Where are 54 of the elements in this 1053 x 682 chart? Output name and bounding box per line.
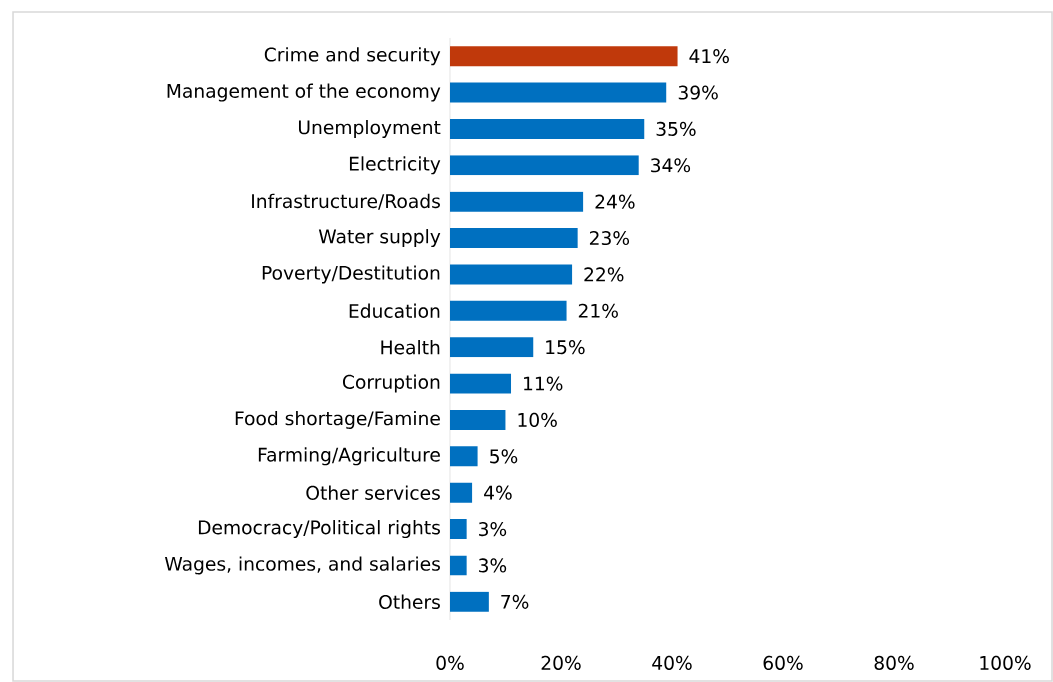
bar [450, 264, 573, 285]
bar [450, 155, 639, 176]
bar [450, 409, 506, 430]
y-tick-label: Food shortage/Famine [235, 410, 440, 429]
data-label: 10% [518, 412, 557, 427]
x-tick-label: 80% [874, 655, 914, 670]
y-tick-label: Management of the economy [167, 83, 441, 102]
data-label: 5% [490, 449, 518, 464]
data-label: 22% [584, 267, 624, 282]
y-tick-label: Infrastructure/Roads [252, 193, 440, 210]
y-tick-label: Other services [306, 485, 440, 500]
bar [450, 82, 667, 103]
y-tick-label: Health [381, 339, 440, 355]
bar [450, 373, 512, 394]
data-label: 21% [578, 303, 618, 318]
bar [450, 46, 678, 67]
data-label: 35% [656, 121, 696, 136]
bar [450, 118, 645, 139]
data-label: 4% [484, 485, 512, 500]
bar [450, 191, 584, 212]
y-tick-label: Wages, incomes, and salaries [164, 556, 440, 575]
y-tick-label: Poverty/Destitution [262, 265, 440, 284]
x-tick-label: 60% [763, 655, 803, 670]
x-tick-label: 100% [980, 655, 1031, 670]
x-tick-label: 0% [436, 655, 464, 670]
data-label: 24% [595, 194, 635, 209]
bar [450, 228, 578, 249]
data-label: 39% [678, 85, 718, 100]
x-tick-label: 20% [541, 655, 581, 670]
y-tick-label: Corruption [342, 374, 440, 393]
data-label: 41% [689, 49, 729, 64]
data-label: 34% [651, 158, 691, 173]
bar [450, 300, 567, 321]
data-label: 15% [546, 340, 585, 355]
y-tick-label: Education [349, 303, 440, 319]
y-tick-label: Crime and security [264, 47, 441, 66]
bar [450, 519, 467, 540]
bar [450, 591, 489, 612]
data-label: 11% [524, 376, 563, 391]
y-tick-label: Others [379, 594, 440, 610]
bar [450, 337, 534, 358]
data-label: 3% [479, 558, 507, 573]
data-label: 3% [479, 521, 507, 537]
y-tick-label: Democracy/Political rights [198, 520, 440, 539]
y-tick-label: Unemployment [298, 119, 441, 138]
bar [450, 446, 478, 467]
bar [450, 555, 467, 576]
y-tick-label: Electricity [349, 156, 441, 175]
data-label: 23% [589, 230, 630, 246]
y-tick-label: Farming/Agriculture [258, 447, 440, 466]
x-tick-label: 40% [652, 655, 692, 670]
y-tick-label: Water supply [318, 229, 441, 248]
bar [450, 482, 473, 503]
data-label: 7% [501, 594, 529, 609]
